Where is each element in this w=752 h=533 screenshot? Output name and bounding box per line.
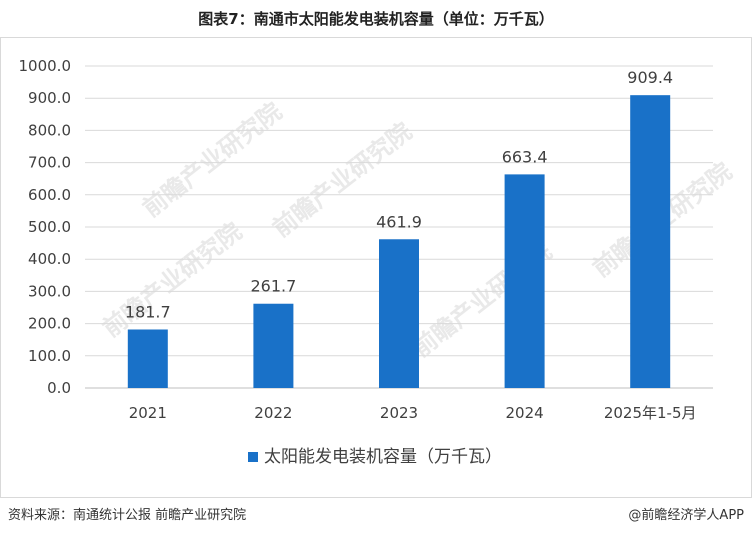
bar — [630, 95, 671, 388]
legend-label: 太阳能发电装机容量（万千瓦） — [264, 447, 502, 467]
y-tick-label: 1000.0 — [19, 57, 72, 75]
data-label: 461.9 — [376, 212, 422, 231]
legend-swatch — [248, 452, 258, 462]
y-tick-label: 500.0 — [28, 218, 71, 236]
data-label: 663.4 — [502, 147, 548, 166]
x-tick-label: 2024 — [506, 404, 544, 422]
y-tick-label: 0.0 — [47, 379, 71, 397]
x-tick-label: 2021 — [129, 404, 167, 422]
y-tick-label: 100.0 — [28, 347, 71, 365]
y-tick-label: 800.0 — [28, 121, 71, 139]
brand-credit: @前瞻经济学人APP — [628, 508, 744, 523]
y-tick-label: 900.0 — [28, 89, 71, 107]
data-label: 181.7 — [125, 302, 171, 321]
chart-frame: 前瞻产业研究院前瞻产业研究院前瞻产业研究院前瞻产业研究院前瞻产业研究院0.010… — [0, 37, 752, 498]
bar — [127, 329, 168, 388]
bar — [253, 303, 294, 388]
x-tick-label: 2023 — [380, 404, 418, 422]
y-tick-label: 400.0 — [28, 250, 71, 268]
y-tick-label: 700.0 — [28, 154, 71, 172]
y-tick-label: 200.0 — [28, 315, 71, 333]
y-tick-label: 300.0 — [28, 282, 71, 300]
source-note: 资料来源：南通统计公报 前瞻产业研究院 — [8, 508, 247, 523]
x-tick-label: 2025年1-5月 — [604, 404, 697, 422]
bar — [504, 174, 545, 388]
data-label: 261.7 — [250, 277, 296, 296]
y-tick-label: 600.0 — [28, 186, 71, 204]
watermark-text: 前瞻产业研究院 — [137, 97, 287, 222]
data-label: 909.4 — [627, 68, 673, 87]
x-tick-label: 2022 — [254, 404, 292, 422]
chart-title: 图表7：南通市太阳能发电装机容量（单位：万千瓦） — [198, 10, 554, 28]
bar — [379, 239, 419, 388]
bar-chart: 前瞻产业研究院前瞻产业研究院前瞻产业研究院前瞻产业研究院前瞻产业研究院0.010… — [19, 57, 738, 467]
